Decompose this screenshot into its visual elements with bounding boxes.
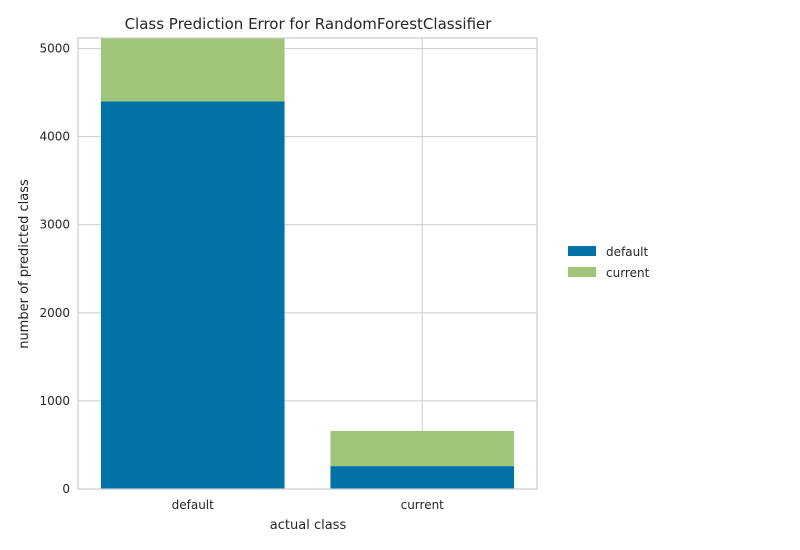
y-tick-label: 3000	[39, 218, 70, 232]
bar-current-default	[100, 38, 285, 102]
legend-swatch-current	[568, 267, 596, 277]
legend-label-default: default	[606, 245, 649, 259]
y-axis-ticks: 0 1000 2000 3000 4000 5000	[39, 42, 70, 496]
x-axis-label: actual class	[270, 518, 347, 533]
x-tick-label: current	[401, 498, 445, 512]
legend-label-current: current	[606, 266, 650, 280]
y-axis-label: number of predicted class	[17, 179, 32, 349]
legend: default current	[568, 245, 650, 280]
bars	[100, 38, 515, 489]
y-tick-label: 5000	[39, 42, 70, 56]
y-tick-label: 2000	[39, 306, 70, 320]
legend-swatch-default	[568, 246, 596, 256]
bar-current-current	[330, 430, 515, 467]
plot-frame	[77, 37, 538, 490]
y-tick-label: 0	[62, 482, 70, 496]
bar-default-current	[330, 466, 515, 489]
bar-default-default	[100, 101, 285, 489]
x-axis-ticks: default current	[172, 498, 445, 512]
y-tick-label: 1000	[39, 394, 70, 408]
x-tick-label: default	[172, 498, 215, 512]
y-tick-label: 4000	[39, 130, 70, 144]
chart-title: Class Prediction Error for RandomForestC…	[125, 15, 493, 33]
